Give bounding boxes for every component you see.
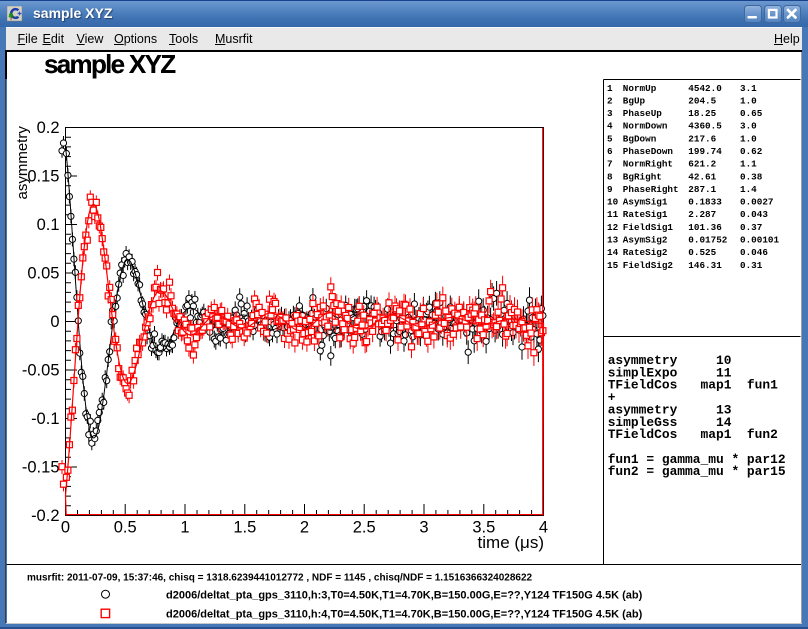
svg-text:0.5: 0.5 xyxy=(114,519,137,537)
svg-text:3.1: 3.1 xyxy=(740,83,757,94)
svg-text:FieldSig1: FieldSig1 xyxy=(623,222,674,233)
svg-text:0.00101: 0.00101 xyxy=(740,235,779,246)
svg-text:FieldSig2: FieldSig2 xyxy=(623,260,674,271)
svg-text:217.6: 217.6 xyxy=(688,133,716,144)
svg-text:NormUp: NormUp xyxy=(623,83,657,94)
svg-text:9: 9 xyxy=(607,184,613,195)
svg-text:PhaseRight: PhaseRight xyxy=(623,184,679,195)
svg-text:asymmetry: asymmetry xyxy=(14,126,31,200)
svg-text:0.043: 0.043 xyxy=(740,209,768,220)
svg-text:4542.0: 4542.0 xyxy=(688,83,722,94)
svg-text:-0.2: -0.2 xyxy=(31,507,59,525)
svg-text:BgUp: BgUp xyxy=(623,95,646,106)
svg-text:6: 6 xyxy=(607,146,613,157)
svg-text:0.65: 0.65 xyxy=(740,108,763,119)
svg-text:8: 8 xyxy=(607,171,613,182)
svg-text:simplExpo 11: simplExpo 11 xyxy=(608,365,732,380)
svg-text:0.1: 0.1 xyxy=(37,216,60,234)
svg-text:0.2: 0.2 xyxy=(37,119,60,137)
svg-text:204.5: 204.5 xyxy=(688,95,716,106)
svg-text:14: 14 xyxy=(607,247,619,258)
svg-text:1: 1 xyxy=(607,83,613,94)
svg-text:asymmetry 13: asymmetry 13 xyxy=(608,402,732,417)
svg-text:2: 2 xyxy=(607,95,613,106)
svg-text:1.4: 1.4 xyxy=(740,184,757,195)
svg-text:simpleGss 14: simpleGss 14 xyxy=(608,415,732,430)
svg-text:-0.1: -0.1 xyxy=(31,410,59,428)
svg-text:3: 3 xyxy=(419,519,428,537)
svg-text:0.15: 0.15 xyxy=(27,168,59,186)
svg-text:musrfit: 2011-07-09, 15:37:46,: musrfit: 2011-07-09, 15:37:46, chisq = 1… xyxy=(27,573,533,584)
svg-text:4: 4 xyxy=(539,519,548,537)
svg-text:0.31: 0.31 xyxy=(740,260,763,271)
svg-text:1.0: 1.0 xyxy=(740,95,757,106)
svg-text:4: 4 xyxy=(607,121,613,132)
svg-text:1.0: 1.0 xyxy=(740,133,757,144)
svg-text:d2006/deltat_pta_gps_3110,h:3,: d2006/deltat_pta_gps_3110,h:3,T0=4.50K,T… xyxy=(166,590,643,602)
svg-text:7: 7 xyxy=(607,159,613,170)
svg-text:199.74: 199.74 xyxy=(688,146,722,157)
svg-text:101.36: 101.36 xyxy=(688,222,722,233)
svg-text:PhaseUp: PhaseUp xyxy=(623,108,662,119)
svg-text:2: 2 xyxy=(300,519,309,537)
svg-text:RateSig2: RateSig2 xyxy=(623,247,668,258)
svg-text:2.287: 2.287 xyxy=(688,209,716,220)
svg-text:TFieldCos map1 fun2: TFieldCos map1 fun2 xyxy=(608,427,778,442)
svg-text:0.525: 0.525 xyxy=(688,247,716,258)
svg-text:-0.05: -0.05 xyxy=(22,362,60,380)
svg-text:time (μs): time (μs) xyxy=(478,533,544,552)
svg-text:AsymSig2: AsymSig2 xyxy=(623,235,668,246)
svg-text:0.37: 0.37 xyxy=(740,222,762,233)
svg-text:0.0027: 0.0027 xyxy=(740,197,773,208)
svg-text:15: 15 xyxy=(607,260,619,271)
svg-text:fun2 = gamma_mu * par15: fun2 = gamma_mu * par15 xyxy=(608,464,786,479)
svg-text:asymmetry 10: asymmetry 10 xyxy=(608,353,732,368)
svg-text:4360.5: 4360.5 xyxy=(688,121,722,132)
svg-text:18.25: 18.25 xyxy=(688,108,716,119)
svg-text:0: 0 xyxy=(50,313,59,331)
svg-text:621.2: 621.2 xyxy=(688,159,716,170)
svg-text:TFieldCos map1 fun1: TFieldCos map1 fun1 xyxy=(608,378,778,393)
svg-text:-0.15: -0.15 xyxy=(22,459,60,477)
svg-text:12: 12 xyxy=(607,222,619,233)
svg-text:0.38: 0.38 xyxy=(740,171,763,182)
svg-text:+: + xyxy=(608,390,616,405)
svg-text:42.61: 42.61 xyxy=(688,171,716,182)
svg-text:RateSig1: RateSig1 xyxy=(623,209,668,220)
svg-text:0.01752: 0.01752 xyxy=(688,235,727,246)
svg-text:AsymSig1: AsymSig1 xyxy=(623,197,668,208)
svg-text:0.62: 0.62 xyxy=(740,146,763,157)
svg-text:2.5: 2.5 xyxy=(353,519,376,537)
svg-text:11: 11 xyxy=(607,209,619,220)
svg-text:d2006/deltat_pta_gps_3110,h:4,: d2006/deltat_pta_gps_3110,h:4,T0=4.50K,T… xyxy=(166,609,643,621)
svg-text:3.5: 3.5 xyxy=(472,519,495,537)
svg-text:fun1 = gamma_mu * par12: fun1 = gamma_mu * par12 xyxy=(608,452,786,467)
svg-text:0.1833: 0.1833 xyxy=(688,197,722,208)
svg-text:5: 5 xyxy=(607,133,613,144)
svg-text:287.1: 287.1 xyxy=(688,184,716,195)
svg-text:0.046: 0.046 xyxy=(740,247,768,258)
svg-text:1.1: 1.1 xyxy=(740,159,757,170)
svg-text:146.31: 146.31 xyxy=(688,260,722,271)
svg-text:sample XYZ: sample XYZ xyxy=(44,49,176,79)
svg-text:10: 10 xyxy=(607,197,619,208)
svg-text:13: 13 xyxy=(607,235,619,246)
svg-text:0.05: 0.05 xyxy=(27,265,59,283)
svg-text:1: 1 xyxy=(180,519,189,537)
svg-text:NormRight: NormRight xyxy=(623,159,673,170)
svg-text:BgRight: BgRight xyxy=(623,171,662,182)
svg-text:NormDown: NormDown xyxy=(623,121,668,132)
svg-text:BgDown: BgDown xyxy=(623,133,657,144)
svg-text:0: 0 xyxy=(61,519,70,537)
svg-text:1.5: 1.5 xyxy=(233,519,256,537)
svg-text:PhaseDown: PhaseDown xyxy=(623,146,674,157)
svg-text:sample XYZ: sample XYZ xyxy=(44,49,176,79)
svg-text:3: 3 xyxy=(607,108,613,119)
svg-text:3.0: 3.0 xyxy=(740,121,757,132)
